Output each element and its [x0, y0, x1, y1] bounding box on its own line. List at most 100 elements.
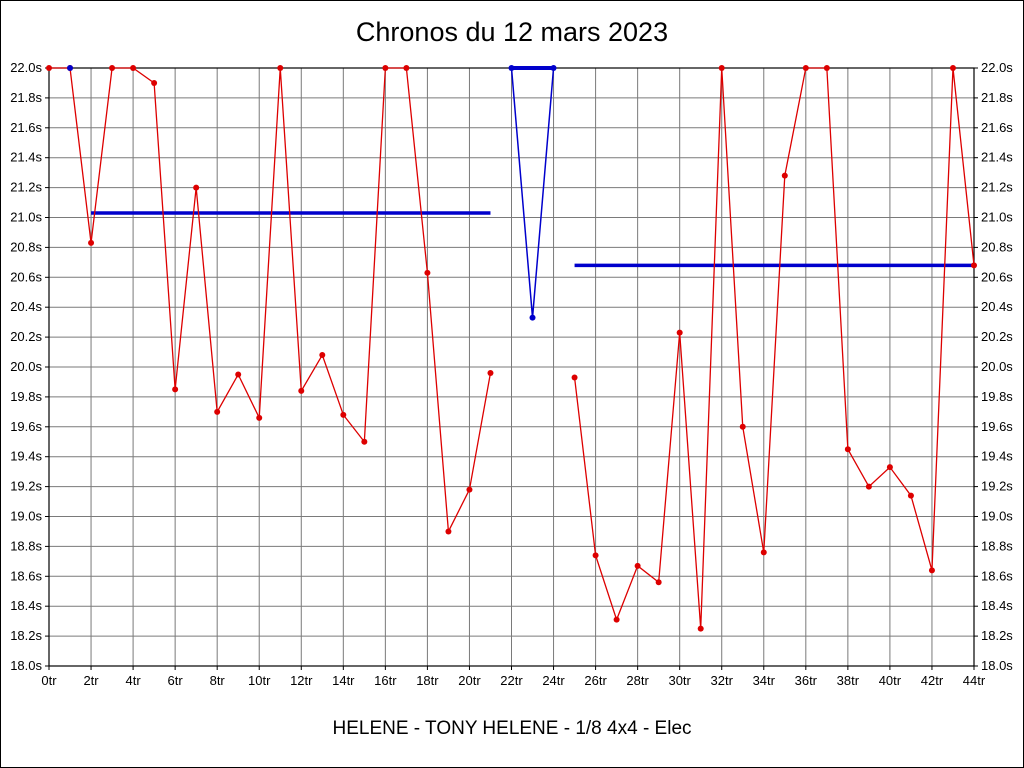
run-2-laps	[571, 65, 977, 632]
y-tick-label-right: 18.6s	[981, 568, 1013, 583]
x-tick-label: 40tr	[879, 673, 902, 688]
y-tick-label-left: 20.4s	[10, 299, 42, 314]
y-tick-label-left: 18.2s	[10, 628, 42, 643]
y-tick-label-right: 19.2s	[981, 479, 1013, 494]
y-tick-label-right: 19.0s	[981, 509, 1013, 524]
run-1-laps-point	[487, 369, 494, 376]
chart-title: Chronos du 12 mars 2023	[355, 17, 669, 47]
x-tick-label: 20tr	[458, 673, 481, 688]
y-tick-label-right: 18.8s	[981, 538, 1013, 553]
x-tick-label: 6tr	[168, 673, 184, 688]
y-tick-label-right: 18.2s	[981, 628, 1013, 643]
run-2-laps-point	[865, 483, 872, 490]
y-tick-label-left: 22.0s	[10, 60, 42, 75]
x-tick-label: 18tr	[416, 673, 439, 688]
y-tick-label-right: 18.0s	[981, 658, 1013, 673]
pause-marker-point	[508, 65, 515, 71]
y-tick-label-left: 19.6s	[10, 419, 42, 434]
y-tick-label-left: 18.4s	[10, 598, 42, 613]
run-2-laps-point	[613, 616, 620, 623]
y-tick-label-right: 19.4s	[981, 449, 1013, 464]
run-1-laps-point	[151, 79, 158, 86]
x-tick-label: 30tr	[668, 673, 691, 688]
y-tick-label-right: 21.4s	[981, 150, 1013, 165]
y-tick-label-left: 21.6s	[10, 120, 42, 135]
y-tick-label-right: 21.2s	[981, 180, 1013, 195]
y-tick-label-left: 21.8s	[10, 90, 42, 105]
run-2-laps-point	[823, 65, 830, 71]
x-tick-label: 8tr	[210, 673, 226, 688]
grid	[49, 68, 974, 666]
run-1-laps-point	[361, 438, 368, 445]
x-tick-label: 26tr	[584, 673, 607, 688]
run-2-laps-point	[781, 172, 788, 179]
run-1-laps-point	[445, 528, 452, 535]
y-tick-label-left: 20.0s	[10, 359, 42, 374]
run-1-laps-point	[193, 184, 200, 191]
run-1-laps-point	[382, 65, 389, 71]
y-tick-label-right: 20.4s	[981, 299, 1013, 314]
run-1-laps-point	[319, 352, 326, 359]
run-2-laps-point	[949, 65, 956, 71]
run-1-laps-point	[88, 239, 95, 246]
run-1-laps-point	[403, 65, 410, 71]
y-tick-label-right: 19.8s	[981, 389, 1013, 404]
run-2-laps-point	[802, 65, 809, 71]
y-tick-label-left: 19.0s	[10, 509, 42, 524]
run-1-laps-point	[466, 486, 473, 493]
y-tick-label-left: 20.8s	[10, 239, 42, 254]
y-tick-label-right: 22.0s	[981, 60, 1013, 75]
run-2-laps-point	[676, 329, 683, 336]
y-tick-label-right: 20.6s	[981, 269, 1013, 284]
run-2-laps-point	[718, 65, 725, 71]
run-2-laps-point	[886, 464, 893, 471]
y-tick-label-left: 18.8s	[10, 538, 42, 553]
x-tick-label: 32tr	[711, 673, 734, 688]
pause-marker-point	[529, 314, 536, 321]
start-marker-point	[67, 65, 74, 71]
x-tick-label: 16tr	[374, 673, 397, 688]
y-tick-label-right: 21.0s	[981, 210, 1013, 225]
y-tick-label-right: 19.6s	[981, 419, 1013, 434]
x-tick-label: 42tr	[921, 673, 944, 688]
y-tick-label-left: 18.6s	[10, 568, 42, 583]
y-tick-label-left: 19.4s	[10, 449, 42, 464]
run-2-laps-point	[971, 262, 977, 269]
run-1-laps-point	[340, 411, 347, 418]
y-tick-label-right: 20.8s	[981, 239, 1013, 254]
run-2-laps-point	[844, 446, 851, 453]
run-1-laps-point	[172, 386, 179, 393]
run-1-laps-point	[46, 65, 52, 71]
y-tick-label-left: 21.2s	[10, 180, 42, 195]
y-tick-label-left: 20.2s	[10, 329, 42, 344]
x-tick-label: 2tr	[83, 673, 99, 688]
run-1-laps-point	[235, 371, 242, 378]
run-2-laps-point	[571, 374, 578, 381]
y-axis-labels: 18.0s 18.0s 18.2s 18.2s 18.4s 18.4s 18.6s 18.6s…	[10, 60, 1013, 673]
x-tick-label: 36tr	[795, 673, 818, 688]
y-tick-label-left: 21.0s	[10, 210, 42, 225]
x-tick-label: 38tr	[837, 673, 860, 688]
x-tick-label: 22tr	[500, 673, 523, 688]
y-tick-label-left: 20.6s	[10, 269, 42, 284]
y-tick-label-left: 19.2s	[10, 479, 42, 494]
run-1-laps-point	[130, 65, 137, 71]
y-tick-label-left: 21.4s	[10, 150, 42, 165]
x-tick-label: 24tr	[542, 673, 565, 688]
y-tick-label-right: 20.0s	[981, 359, 1013, 374]
run-1-laps-point	[424, 269, 431, 276]
run-2-laps-point	[592, 552, 599, 559]
x-axis-labels: 0tr 2tr 4tr 6tr 8tr 10tr 12tr 14tr 16tr 18tr 20tr 2…	[41, 666, 986, 688]
run-2-laps-point	[928, 567, 935, 574]
run-2-laps-point	[634, 562, 641, 569]
run-2-laps-line	[573, 67, 975, 629]
run-2-laps-point	[739, 423, 746, 430]
run-2-laps-point	[697, 625, 704, 632]
start-marker	[67, 65, 74, 71]
pause-marker-line	[510, 67, 555, 318]
x-tick-label: 4tr	[126, 673, 142, 688]
run-1-laps-point	[298, 387, 305, 394]
run-2-laps-point	[760, 549, 767, 556]
